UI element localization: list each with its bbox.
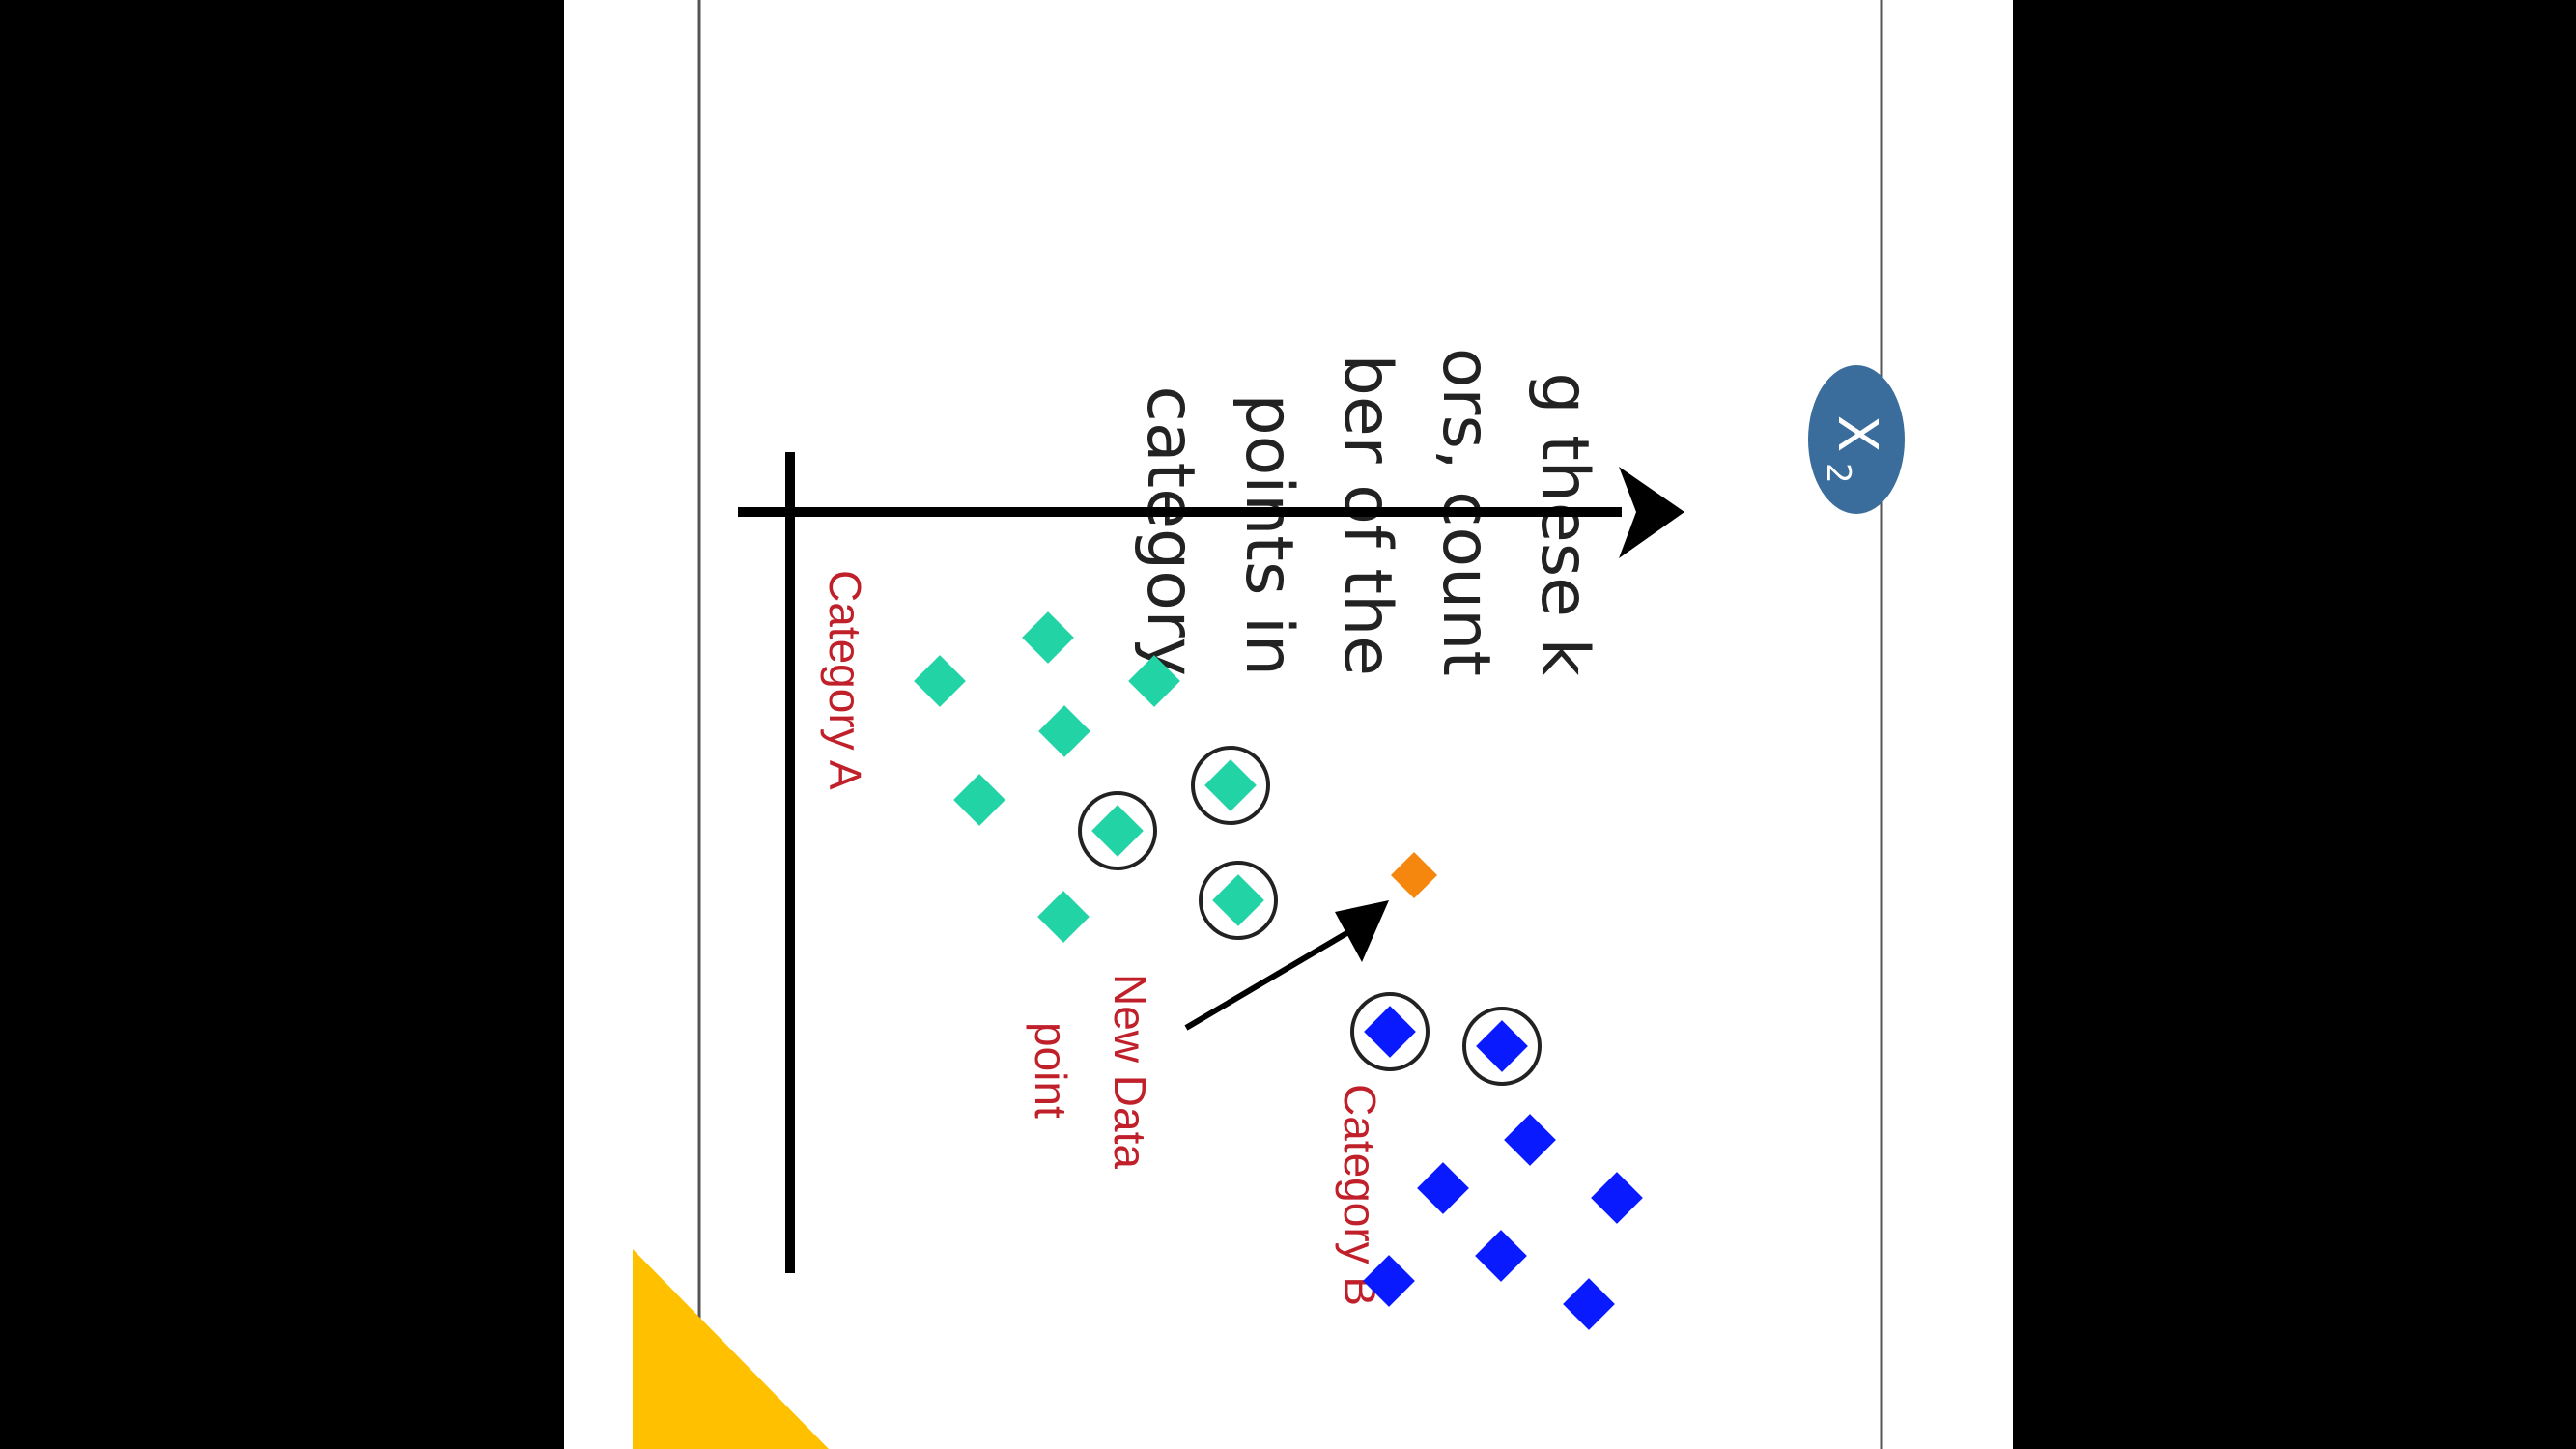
neighbor-circle bbox=[1191, 746, 1270, 825]
axis-arrowhead bbox=[1619, 467, 1684, 558]
new-data-point bbox=[1390, 851, 1438, 899]
category-b-point bbox=[1591, 1172, 1643, 1224]
category-a-point-neighbor bbox=[1204, 759, 1257, 811]
neighbor-circle bbox=[1462, 1007, 1542, 1086]
category-a-label: Category A bbox=[820, 570, 870, 790]
axis-label-subscript: 2 bbox=[1819, 463, 1857, 484]
slide: g these k ors, count ber of the points i… bbox=[564, 0, 2013, 1449]
category-b-point bbox=[1417, 1162, 1469, 1214]
accent-triangle bbox=[633, 1249, 829, 1449]
new-point-label-line2: point bbox=[1026, 1022, 1076, 1119]
category-b-point-neighbor bbox=[1364, 1006, 1416, 1058]
neighbor-circle bbox=[1078, 791, 1157, 870]
neighbor-circle bbox=[1350, 992, 1430, 1071]
category-a-point bbox=[1037, 891, 1090, 943]
category-a-point bbox=[1038, 705, 1090, 757]
new-point-label-line1: New Data bbox=[1105, 974, 1155, 1169]
category-a-point bbox=[1128, 655, 1180, 707]
axis-label-badge bbox=[1808, 365, 1905, 514]
category-a-point bbox=[953, 774, 1005, 826]
category-a-point-neighbor bbox=[1091, 805, 1144, 857]
new-point-pointer-head bbox=[1335, 900, 1389, 962]
category-b-point bbox=[1475, 1230, 1527, 1282]
new-point-pointer-line bbox=[1184, 923, 1362, 1031]
category-b-point bbox=[1504, 1114, 1556, 1166]
category-b-point bbox=[1563, 1278, 1615, 1330]
category-a-point bbox=[1022, 611, 1074, 664]
category-a-point-neighbor bbox=[1212, 874, 1264, 926]
category-a-point bbox=[914, 655, 966, 707]
axis-label: X bbox=[1826, 415, 1888, 452]
category-b-point-neighbor bbox=[1476, 1020, 1528, 1072]
neighbor-circle bbox=[1199, 861, 1278, 940]
knn-diagram: X 2 Category A Category B New Data point bbox=[633, 0, 1905, 1449]
